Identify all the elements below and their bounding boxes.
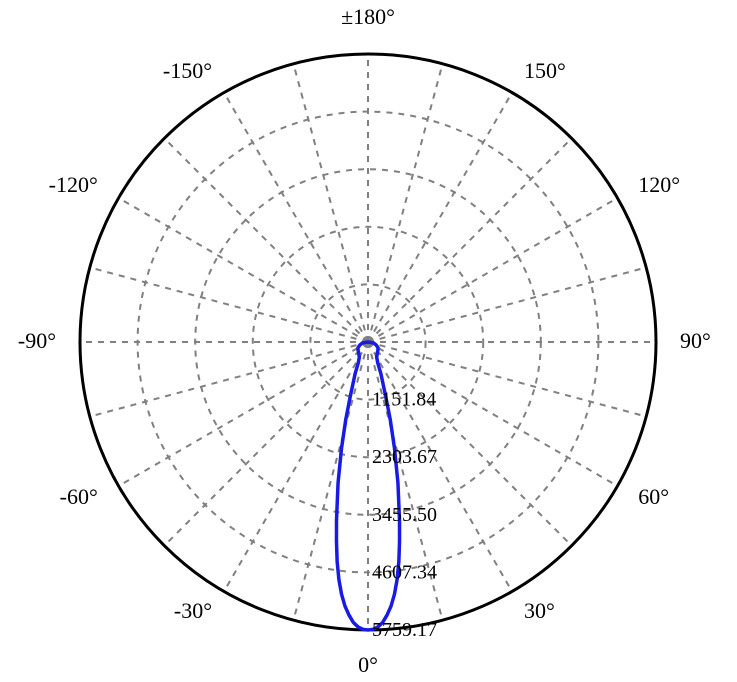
ring-label: 1151.84 (372, 389, 436, 411)
angle-label: -120° (49, 172, 98, 197)
angle-label: -150° (163, 58, 212, 83)
angle-label: 30° (524, 598, 555, 623)
angle-label: 60° (638, 484, 669, 509)
angle-label: ±180° (341, 4, 395, 29)
angle-label: 120° (638, 172, 680, 197)
ring-label: 3455.50 (372, 504, 437, 526)
angle-label: 0° (358, 652, 378, 677)
polar-chart: 1151.84 2303.67 3455.50 4607.34 5759.17 0° 30°… (0, 0, 737, 682)
ring-label: 4607.34 (372, 561, 437, 583)
angle-label: 90° (680, 328, 711, 353)
angle-label: -90° (18, 328, 56, 353)
angle-label: -60° (60, 484, 98, 509)
angle-label: 150° (524, 58, 566, 83)
angle-label: -30° (174, 598, 212, 623)
ring-label: 5759.17 (372, 619, 437, 641)
ring-label: 2303.67 (372, 446, 437, 468)
